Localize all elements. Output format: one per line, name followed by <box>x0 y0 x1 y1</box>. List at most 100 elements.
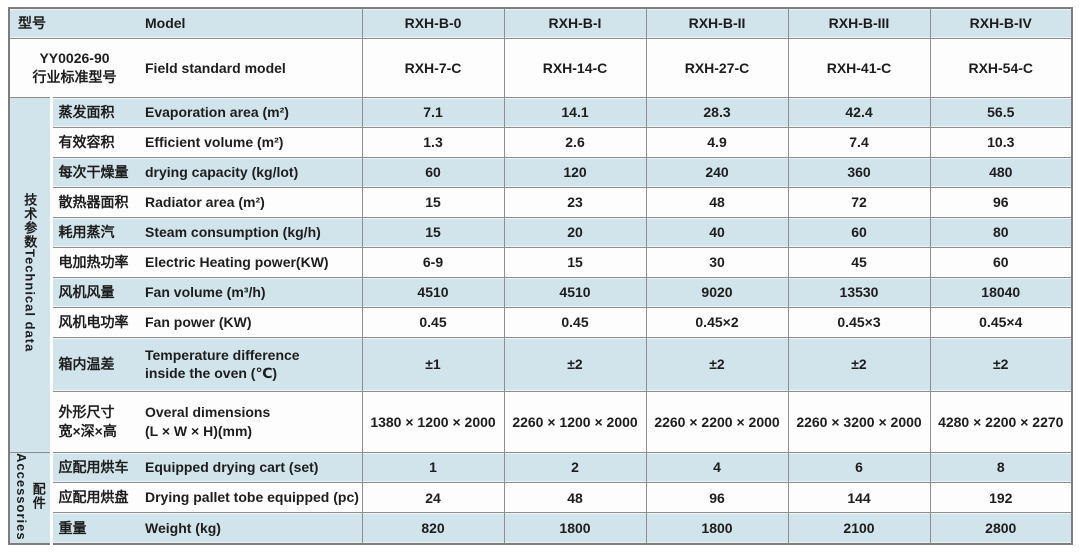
spec-value: 96 <box>645 481 788 513</box>
model-label-zh: 型号 <box>9 7 139 38</box>
group-strip-label: 技术参数Technical data <box>22 193 38 353</box>
spec-value: 0.45×4 <box>929 306 1072 337</box>
spec-value: 15 <box>361 186 504 217</box>
spec-value: 4510 <box>361 276 504 307</box>
spec-value: 13530 <box>787 276 930 307</box>
standard-row: YY0026-90 行业标准型号 Field standard model RX… <box>9 37 1072 97</box>
spec-value: 480 <box>929 156 1072 187</box>
spec-row: 风机风量 Fan volume (m³/h) 4510 4510 9020 13… <box>9 276 1072 307</box>
spec-value: 1380 × 1200 × 2000 <box>361 390 504 452</box>
spec-value: 15 <box>503 246 646 277</box>
standard-value: RXH-14-C <box>503 37 646 97</box>
spec-value: 23 <box>503 186 646 217</box>
spec-value: 96 <box>929 186 1072 217</box>
spec-row: 耗用蒸汽 Steam consumption (kg/h) 15 20 40 6… <box>9 216 1072 247</box>
spec-value: 14.1 <box>503 96 646 127</box>
spec-table: 型号 Model RXH-B-0 RXH-B-I RXH-B-II RXH-B-… <box>8 7 1073 546</box>
spec-value: ±2 <box>503 336 646 391</box>
row-label-zh: 外形尺寸 宽×深×高 <box>51 390 139 452</box>
spec-value: 1800 <box>645 512 788 545</box>
spec-value: 7.1 <box>361 96 504 127</box>
spec-row: 箱内温差 Temperature difference inside the o… <box>9 336 1072 391</box>
spec-body: 型号 Model RXH-B-0 RXH-B-I RXH-B-II RXH-B-… <box>9 7 1072 545</box>
spec-value: 6 <box>787 451 930 483</box>
row-label-zh: 每次干燥量 <box>51 156 139 187</box>
spec-value: 60 <box>929 246 1072 277</box>
row-label-en: Electric Heating power(KW) <box>139 246 362 277</box>
spec-value: 28.3 <box>645 96 788 127</box>
spec-value: 0.45 <box>361 306 504 337</box>
spec-value: 42.4 <box>787 96 930 127</box>
spec-value: ±2 <box>929 336 1072 391</box>
spec-value: 0.45×3 <box>787 306 930 337</box>
spec-value: 4510 <box>503 276 646 307</box>
spec-value: 0.45×2 <box>645 306 788 337</box>
spec-value: 56.5 <box>929 96 1072 127</box>
row-label-zh: 箱内温差 <box>51 336 139 391</box>
spec-value: 15 <box>361 216 504 247</box>
spec-row: 外形尺寸 宽×深×高 Overal dimensions (L × W × H)… <box>9 390 1072 452</box>
model-label-en: Model <box>139 7 362 38</box>
spec-value: 80 <box>929 216 1072 247</box>
spec-value: 4280 × 2200 × 2270 <box>929 390 1072 452</box>
spec-value: 1 <box>361 451 504 483</box>
model-value: RXH-B-III <box>787 7 930 38</box>
row-label-en: Overal dimensions (L × W × H)(mm) <box>139 390 362 452</box>
spec-value: 48 <box>645 186 788 217</box>
spec-value: ±1 <box>361 336 504 391</box>
model-value: RXH-B-II <box>645 7 788 38</box>
spec-value: 2100 <box>787 512 930 545</box>
row-label-zh: 耗用蒸汽 <box>51 216 139 247</box>
spec-value: 9020 <box>645 276 788 307</box>
row-label-en: Drying pallet tobe equipped (pc) <box>139 481 362 513</box>
spec-value: ±2 <box>645 336 788 391</box>
row-label-zh: 应配用烘车 <box>51 451 139 483</box>
standard-value: RXH-41-C <box>787 37 930 97</box>
row-label-en: Evaporation area (m²) <box>139 96 362 127</box>
standard-value: RXH-54-C <box>929 37 1072 97</box>
spec-value: 240 <box>645 156 788 187</box>
spec-value: 2260 × 1200 × 2000 <box>503 390 646 452</box>
spec-value: 48 <box>503 481 646 513</box>
standard-value: RXH-27-C <box>645 37 788 97</box>
row-label-en: Radiator area (m²) <box>139 186 362 217</box>
row-label-zh: 风机风量 <box>51 276 139 307</box>
spec-value: 8 <box>929 451 1072 483</box>
spec-row: 风机电功率 Fan power (KW) 0.45 0.45 0.45×2 0.… <box>9 306 1072 337</box>
row-label-zh: 电加热功率 <box>51 246 139 277</box>
spec-value: 4 <box>645 451 788 483</box>
spec-value: 18040 <box>929 276 1072 307</box>
row-label-zh: 有效容积 <box>51 126 139 157</box>
row-label-en: Fan power (KW) <box>139 306 362 337</box>
spec-value: 1.3 <box>361 126 504 157</box>
spec-value: ±2 <box>787 336 930 391</box>
spec-value: 2 <box>503 451 646 483</box>
spec-value: 7.4 <box>787 126 930 157</box>
row-label-zh: 风机电功率 <box>51 306 139 337</box>
spec-row: 技术参数Technical data 蒸发面积 Evaporation area … <box>9 96 1072 452</box>
spec-value: 10.3 <box>929 126 1072 157</box>
spec-value: 24 <box>361 481 504 513</box>
spec-row: 有效容积 Efficient volume (m²) 1.3 2.6 4.9 7… <box>9 126 1072 157</box>
spec-value: 2800 <box>929 512 1072 545</box>
spec-row: 电加热功率 Electric Heating power(KW) 6-9 15 … <box>9 246 1072 277</box>
spec-value: 45 <box>787 246 930 277</box>
spec-value: 6-9 <box>361 246 504 277</box>
spec-value: 20 <box>503 216 646 247</box>
standard-label-zh: YY0026-90 行业标准型号 <box>9 37 139 97</box>
standard-label-en: Field standard model <box>139 37 362 97</box>
model-row: 型号 Model RXH-B-0 RXH-B-I RXH-B-II RXH-B-… <box>9 7 1072 38</box>
model-value: RXH-B-0 <box>361 7 504 38</box>
row-label-en: Equipped drying cart (set) <box>139 451 362 483</box>
spec-value: 2.6 <box>503 126 646 157</box>
spec-value: 144 <box>787 481 930 513</box>
model-value: RXH-B-I <box>503 7 646 38</box>
row-label-en: Weight (kg) <box>139 512 362 545</box>
spec-value: 60 <box>361 156 504 187</box>
spec-row: 重量 Weight (kg) 820 1800 1800 2100 2800 <box>9 512 1072 545</box>
row-label-zh: 应配用烘盘 <box>51 481 139 513</box>
spec-value: 2260 × 3200 × 2000 <box>787 390 930 452</box>
row-label-zh: 散热器面积 <box>51 186 139 217</box>
model-value: RXH-B-IV <box>929 7 1072 38</box>
